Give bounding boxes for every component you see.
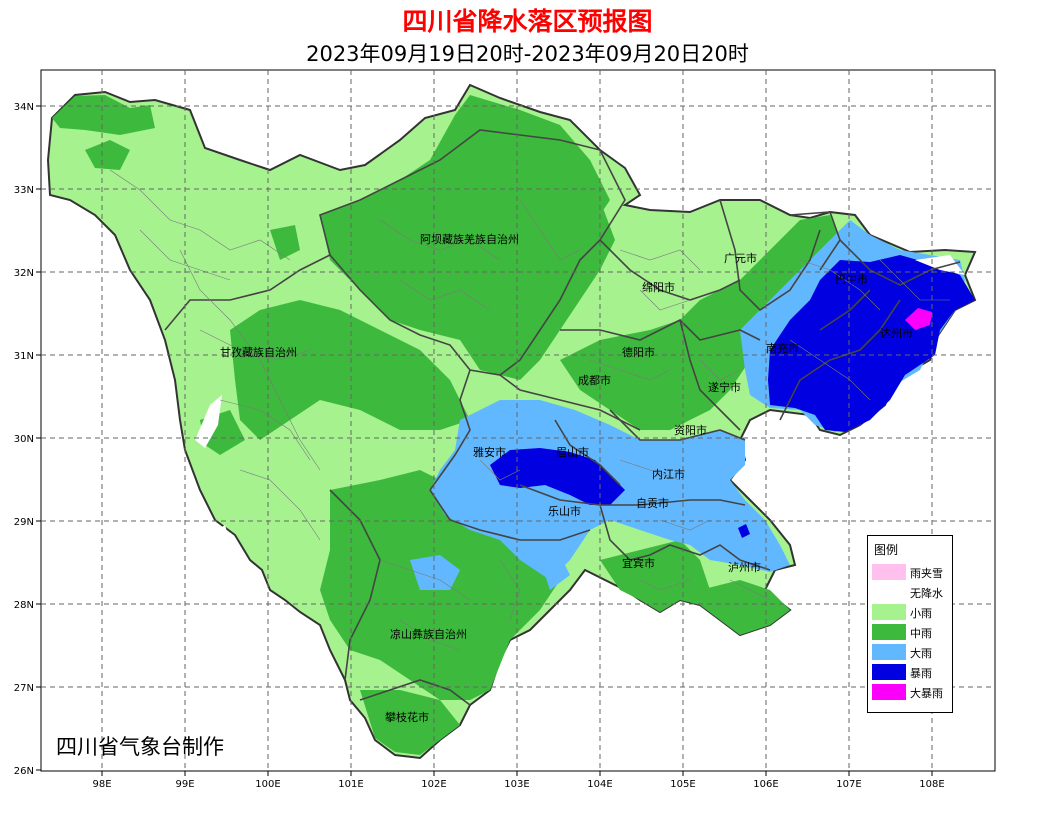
legend-item: 雨夹雪 [872,564,952,581]
y-tick-label: 30N [14,434,34,445]
region-label: 遂宁市 [708,380,741,394]
x-tick-label: 102E [421,779,446,790]
legend-swatch [872,584,906,600]
legend-swatch [872,644,906,660]
y-tick-label: 32N [14,268,34,279]
legend-label: 小雨 [910,607,932,620]
x-tick-label: 108E [919,779,944,790]
y-tick-label: 33N [14,185,34,196]
map-title: 四川省降水落区预报图 [402,7,653,36]
region-label: 乐山市 [548,504,581,518]
region-label: 巴中市 [835,272,868,286]
y-tick-label: 29N [14,517,34,528]
region-label: 绵阳市 [642,280,675,294]
legend-swatch [872,664,906,680]
region-label: 阿坝藏族羌族自治州 [420,232,519,246]
x-tick-label: 101E [338,779,363,790]
county-boundaries [109,169,950,651]
region-label: 资阳市 [674,423,707,437]
coordinate-grid [41,70,995,771]
legend-swatch [872,624,906,640]
map-subtitle: 2023年09月19日20时-2023年09月20日20时 [306,42,749,66]
y-tick-label: 34N [14,102,34,113]
no-precipitation-areas [195,255,965,545]
region-label: 成都市 [578,373,611,387]
legend-item: 小雨 [872,604,952,621]
legend-title: 图例 [874,543,899,557]
region-label: 自贡市 [636,496,669,510]
y-tick-labels: 34N 33N 32N 31N 30N 29N 28N 27N 26N [14,102,34,777]
y-tick-label: 28N [14,600,34,611]
x-tick-label: 100E [255,779,280,790]
legend-label: 无降水 [910,587,943,600]
x-tick-label: 98E [92,779,111,790]
x-tick-label: 105E [670,779,695,790]
region-label: 甘孜藏族自治州 [220,345,297,359]
region-label: 凉山彝族自治州 [390,627,467,641]
legend-swatch [872,604,906,620]
x-tick-label: 99E [175,779,194,790]
legend-swatch [872,684,906,700]
legend-label: 大雨 [910,647,932,660]
legend-label: 大暴雨 [910,687,943,700]
legend-label: 雨夹雪 [910,567,943,580]
axis-ticks [36,105,933,776]
x-tick-label: 107E [836,779,861,790]
x-tick-label: 106E [753,779,778,790]
extreme-rain-area [905,308,932,330]
legend-swatch [872,564,906,580]
region-label: 雅安市 [473,445,506,459]
legend-label: 中雨 [910,627,932,640]
producer-credit: 四川省气象台制作 [56,735,224,759]
region-label: 德阳市 [622,345,655,359]
y-tick-label: 27N [14,683,34,694]
x-tick-label: 103E [504,779,529,790]
region-label: 眉山市 [556,445,589,459]
city-boundaries [164,129,961,706]
y-tick-label: 26N [14,766,34,777]
y-tick-label: 31N [14,351,34,362]
legend-item: 大暴雨 [872,684,952,701]
x-tick-label: 104E [587,779,612,790]
x-tick-labels: 98E 99E 100E 101E 102E 103E 104E 105E 10… [92,779,944,790]
legend-item: 暴雨 [872,664,952,681]
legend-item: 中雨 [872,624,952,641]
region-label: 攀枝花市 [385,710,429,724]
region-label: 达州市 [880,326,913,340]
region-labels: 阿坝藏族羌族自治州 广元市 绵阳市 巴中市 达州市 南充市 德阳市 成都市 甘孜… [220,232,913,724]
legend-item: 无降水 [872,584,952,601]
legend-item: 大雨 [872,644,952,661]
region-label: 内江市 [652,467,685,481]
rainstorm-areas [490,255,975,538]
region-label: 泸州市 [728,560,761,574]
region-label: 南充市 [766,341,799,355]
region-label: 宜宾市 [622,556,655,570]
region-label: 广元市 [724,251,757,265]
legend: 图例 雨夹雪 无降水 小雨 中雨 大雨 暴雨 大暴雨 [867,535,953,713]
legend-label: 暴雨 [910,667,932,680]
